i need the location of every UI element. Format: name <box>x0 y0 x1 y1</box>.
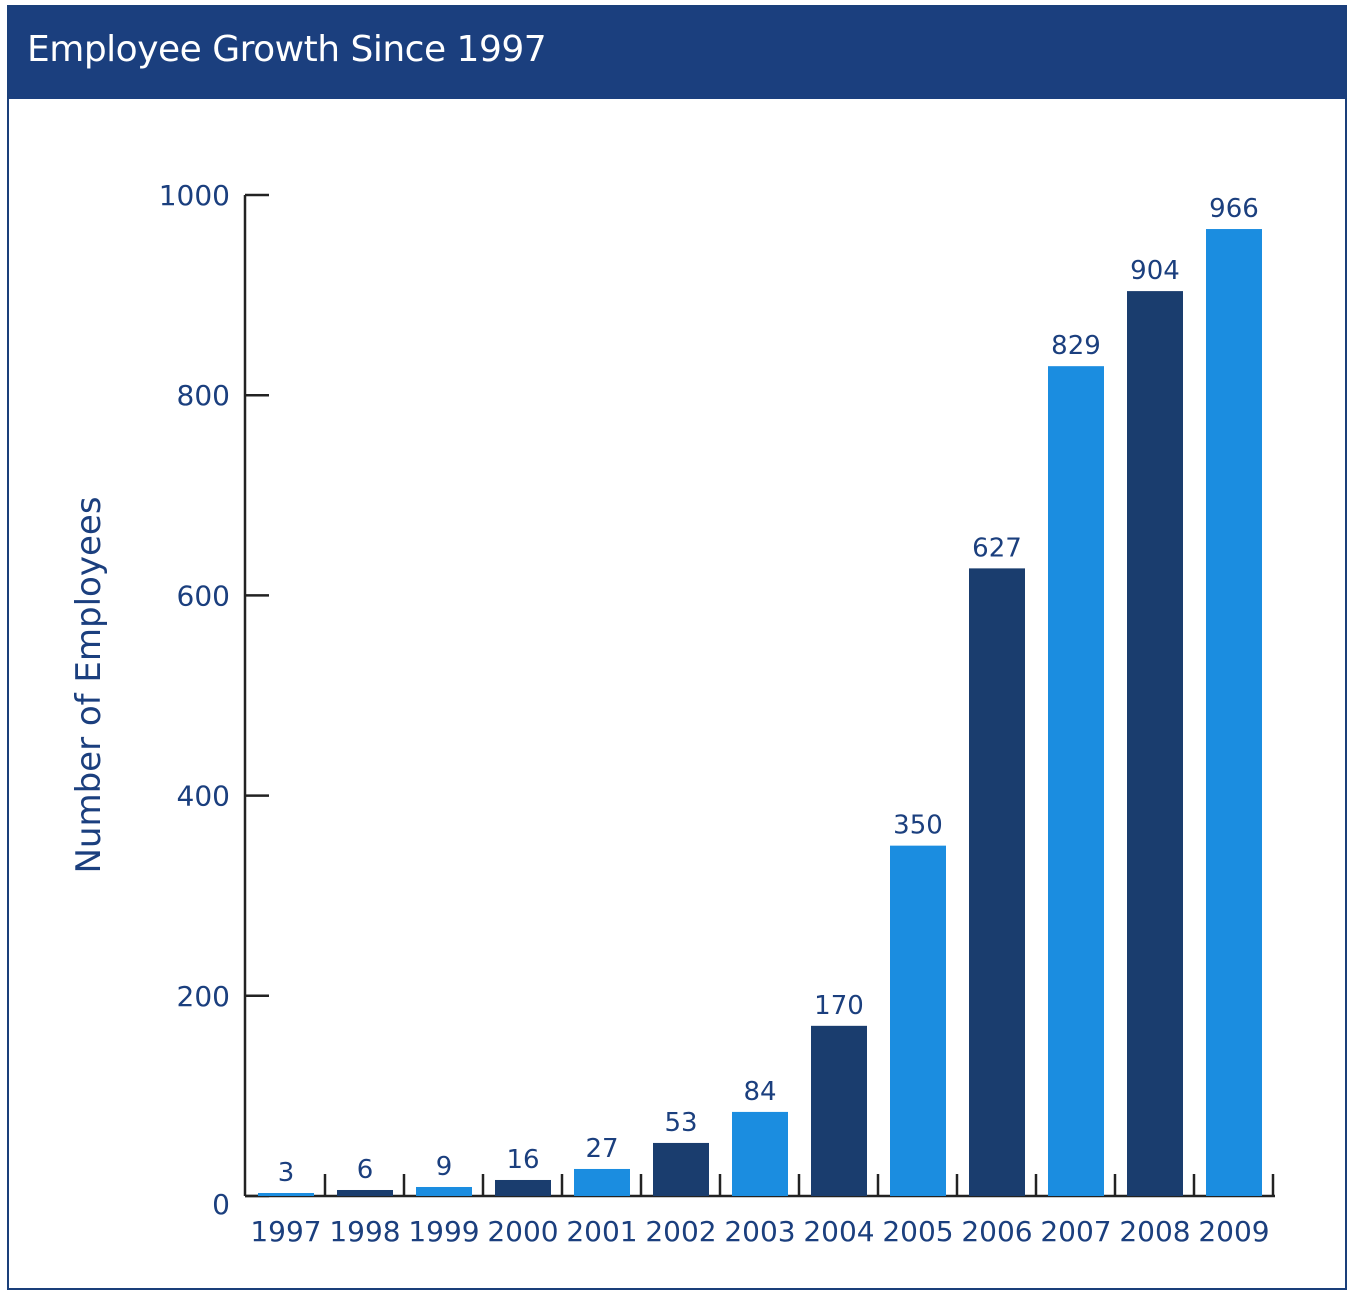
chart-title: Employee Growth Since 1997 <box>27 29 547 70</box>
data-label: 84 <box>743 1077 776 1107</box>
x-tick-label: 2009 <box>1198 1215 1269 1248</box>
x-tick-label: 1998 <box>329 1215 400 1248</box>
bar <box>653 1142 709 1196</box>
chart-frame: Employee Growth Since 1997 <box>7 5 1347 1290</box>
y-tick-label: 400 <box>177 780 230 813</box>
y-tick-label: 200 <box>177 980 230 1013</box>
data-label: 53 <box>664 1108 697 1138</box>
x-tick-label: 2007 <box>1040 1215 1111 1248</box>
x-tick-label: 2008 <box>1119 1215 1190 1248</box>
title-bar: Employee Growth Since 1997 <box>9 7 1345 99</box>
data-label: 627 <box>972 533 1022 563</box>
data-label: 6 <box>357 1155 374 1185</box>
bar <box>258 1192 314 1196</box>
bar <box>495 1179 551 1196</box>
data-label: 16 <box>506 1145 539 1175</box>
x-tick-label: 2003 <box>724 1215 795 1248</box>
bar <box>732 1111 788 1196</box>
bar <box>1048 366 1104 1196</box>
bar <box>1206 229 1262 1196</box>
x-tick-label: 2006 <box>961 1215 1032 1248</box>
y-tick-label: 800 <box>177 379 230 412</box>
bar <box>337 1189 393 1196</box>
data-label: 170 <box>814 991 864 1021</box>
bar <box>890 845 946 1196</box>
axes <box>243 193 1275 1198</box>
x-tick-label: 1999 <box>408 1215 479 1248</box>
x-tick-label: 2005 <box>882 1215 953 1248</box>
x-tick-label: 2000 <box>487 1215 558 1248</box>
data-label: 3 <box>278 1158 295 1188</box>
data-label: 27 <box>585 1134 618 1164</box>
y-tick-label: 1000 <box>159 179 230 212</box>
x-tick-label: 1997 <box>250 1215 321 1248</box>
bars <box>258 229 1262 1196</box>
labels: 0 200 400 600 800 1000 3 1997 6 1998 9 1999 16 2000 27… <box>159 179 1270 1248</box>
bar <box>811 1025 867 1196</box>
bar <box>969 568 1025 1196</box>
bar <box>416 1186 472 1196</box>
x-tick-label: 2001 <box>566 1215 637 1248</box>
x-tick-label: 2002 <box>645 1215 716 1248</box>
y-tick-label: 600 <box>177 579 230 612</box>
y-tick-label: 0 <box>212 1188 230 1221</box>
data-label: 829 <box>1051 331 1101 361</box>
data-label: 350 <box>893 811 943 841</box>
data-label: 966 <box>1209 194 1259 224</box>
x-tick-label: 2004 <box>803 1215 874 1248</box>
data-label: 9 <box>436 1152 453 1182</box>
bar <box>574 1168 630 1196</box>
data-label: 904 <box>1130 256 1180 286</box>
bar <box>1127 291 1183 1196</box>
